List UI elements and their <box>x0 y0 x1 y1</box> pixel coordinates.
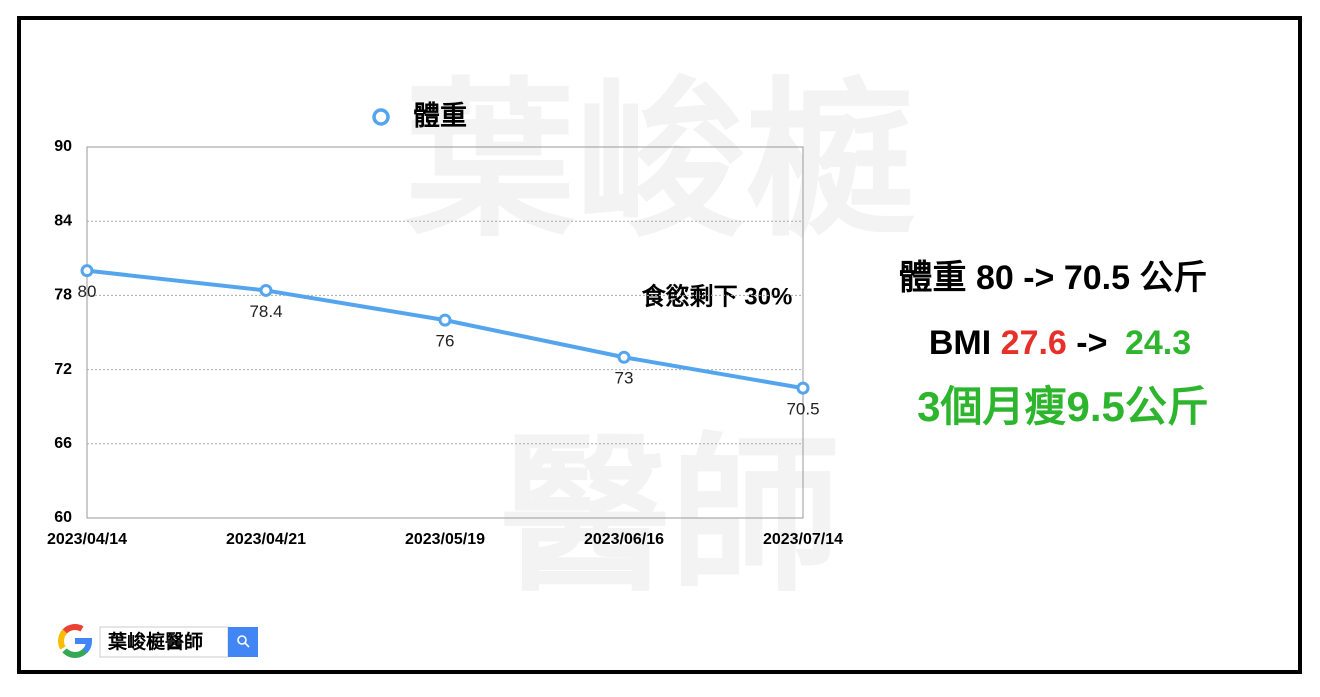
search-text: 葉峻榳醫師 <box>107 630 203 653</box>
point <box>438 313 452 327</box>
legend-marker <box>372 108 390 126</box>
bmi-after: 24.3 <box>1125 324 1191 362</box>
search-box[interactable] <box>99 626 229 658</box>
search-icon <box>244 642 250 648</box>
summary-bmi: BMI 27.6 -> 24.3 <box>929 324 1191 362</box>
y-tick-label: 90 <box>54 138 72 155</box>
y-tick-label: 72 <box>54 361 72 378</box>
bmi-label: BMI <box>929 324 991 362</box>
data-label: 73 <box>615 369 634 388</box>
data-label: 80 <box>78 282 97 301</box>
point <box>259 283 273 297</box>
y-tick-label: 60 <box>54 509 72 526</box>
point <box>617 350 631 364</box>
watermark: 葉峻榳 <box>404 67 915 257</box>
bmi-before: 27.6 <box>1001 324 1067 362</box>
x-tick-label: 2023/05/19 <box>405 531 485 548</box>
x-tick-label: 2023/04/14 <box>47 531 127 548</box>
annotation: 食慾剩下 30% <box>642 282 793 310</box>
legend-label: 體重 <box>413 101 467 131</box>
point <box>80 264 94 278</box>
x-tick-label: 2023/06/16 <box>584 531 664 548</box>
data-label: 70.5 <box>786 400 819 419</box>
y-tick-label: 66 <box>54 435 72 452</box>
plot-frame <box>86 146 804 519</box>
point <box>796 381 810 395</box>
google-logo <box>58 624 92 658</box>
x-tick-label: 2023/07/14 <box>763 531 843 548</box>
search-button[interactable] <box>228 627 258 657</box>
data-label: 78.4 <box>249 302 282 321</box>
watermark: 醫師 <box>500 422 840 612</box>
summary-weight: 體重 80 -> 70.5 公斤 <box>899 259 1208 297</box>
frame <box>17 16 1302 674</box>
summary-loss: 3個月瘦9.5公斤 <box>917 383 1209 430</box>
search-icon <box>237 635 247 645</box>
bmi-arrow: -> <box>1076 324 1107 362</box>
data-label: 76 <box>436 332 455 351</box>
x-tick-label: 2023/04/21 <box>226 531 306 548</box>
y-tick-label: 84 <box>54 212 72 229</box>
y-tick-label: 78 <box>54 287 72 304</box>
